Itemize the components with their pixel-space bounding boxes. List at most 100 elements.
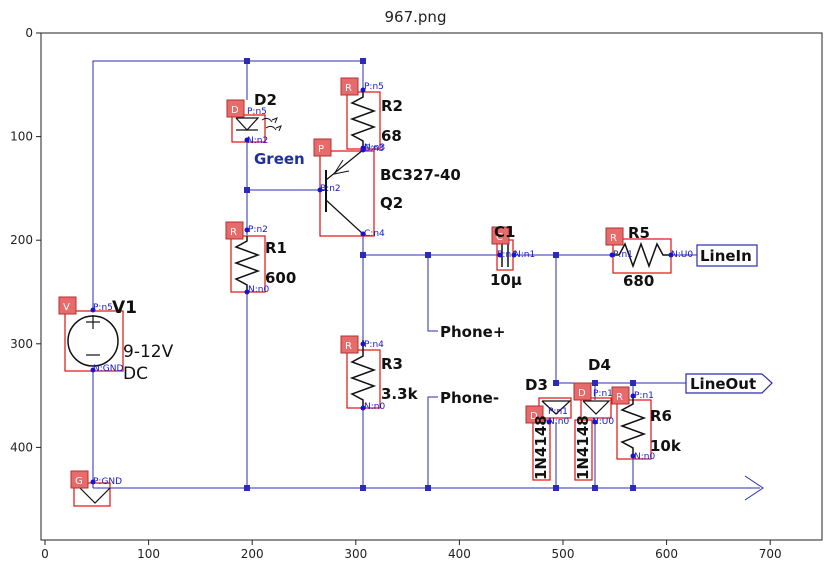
x-tick-label: 700 (759, 547, 782, 561)
r3-value: 3.3k (381, 385, 419, 403)
d2-value: Green (254, 150, 305, 168)
d4-badge: D (578, 388, 586, 399)
d4-pin-a: P:n1 (593, 389, 613, 399)
c1-name: C1 (494, 223, 515, 241)
y-tick-label: 100 (10, 130, 33, 144)
r6-pin-n: N:n0 (634, 452, 655, 462)
r5-name: R5 (628, 224, 650, 242)
v1-pin-p: P:n5 (93, 303, 113, 313)
r6-pin-p: P:n1 (634, 391, 654, 401)
d4-name: D4 (588, 356, 611, 374)
r3-pin-p: P:n4 (364, 340, 384, 350)
wire-phone-plus (427, 255, 438, 332)
r3-pin-n: N:n0 (364, 402, 385, 412)
c1-value: 10µ (490, 271, 522, 289)
r1-pin-p: P:n2 (248, 225, 268, 235)
junctions (244, 58, 636, 491)
r2-pin-p: P:n5 (364, 82, 384, 92)
d4-pin-b: N:U0 (592, 417, 614, 427)
r3-name: R3 (381, 355, 403, 373)
r6-value: 10k (650, 437, 682, 455)
component-c1: C C1 P:n4 N:n1 10µ (490, 223, 535, 289)
port-linein-label: LineIn (700, 247, 752, 265)
r3-badge: R (345, 341, 352, 352)
r1-value: 600 (265, 269, 296, 287)
d2-pin-p: P:n5 (247, 107, 267, 117)
q2-pin-b: B:n2 (320, 184, 341, 194)
component-d2: D D2 P:n5 N:n2 Green (226, 91, 305, 168)
component-q2: P B:n2 E:n3 C:n4 BC327-40 Q2 (313, 138, 461, 239)
c1-badge: C (496, 232, 503, 243)
ground-pin: P:GND (93, 477, 122, 487)
component-v1: V V1 P:n5 N:GND 9-12V DC (58, 296, 174, 384)
d3-value: 1N4148 (532, 415, 550, 480)
r2-name: R2 (381, 97, 403, 115)
y-tick-label: 400 (10, 440, 33, 454)
c1-pin-p: P:n4 (497, 250, 517, 260)
port-linein: LineIn (696, 244, 758, 267)
r1-pin-n: N:n0 (248, 285, 269, 295)
r2-badge: R (345, 83, 352, 94)
v1-name: V1 (112, 298, 137, 318)
r6-name: R6 (650, 407, 672, 425)
wire-phone-minus (427, 396, 438, 488)
wire-ground-arrow (744, 475, 764, 501)
x-tick-label: 0 (41, 547, 49, 561)
r5-pin-n: N:U0 (671, 250, 693, 260)
component-r2: R R2 P:n5 N:n3 68 (340, 77, 403, 153)
plot-frame (40, 32, 823, 541)
d2-pin-n: N:n2 (247, 136, 268, 146)
q2-name: Q2 (380, 194, 403, 212)
v1-badge: V (63, 302, 70, 313)
component-d4: D D4 P:n1 N:U0 1N4148 (573, 356, 614, 481)
wire-top-rail (92, 60, 364, 310)
phone-minus-label: Phone- (440, 389, 499, 407)
port-lineout: LineOut (685, 373, 773, 394)
r5-badge: R (610, 233, 617, 244)
component-r6: R R6 P:n1 N:n0 10k (611, 386, 682, 462)
r6-badge: R (616, 392, 623, 403)
y-axis: 0 100 200 300 400 (10, 26, 41, 454)
v1-value-2: DC (123, 364, 148, 384)
q2-badge: P (318, 144, 324, 155)
component-r3: R R3 P:n4 N:n0 3.3k (340, 335, 419, 412)
x-tick-label: 400 (448, 547, 471, 561)
q2-pin-e: E:n3 (364, 144, 384, 154)
component-r5: R R5 P:n1 N:U0 680 (605, 224, 693, 290)
x-tick-label: 600 (655, 547, 678, 561)
r1-badge: R (230, 227, 237, 238)
r1-name: R1 (265, 239, 287, 257)
d2-name: D2 (254, 91, 277, 109)
d3-pin-b: N:n0 (548, 417, 569, 427)
port-lineout-label: LineOut (690, 375, 756, 393)
x-axis: 0 100 200 300 400 500 600 700 (41, 540, 782, 561)
phone-plus-label: Phone+ (440, 323, 505, 341)
r5-value: 680 (623, 272, 654, 290)
r2-pin-n: N:n3 (364, 143, 385, 153)
v1-value-1: 9-12V (123, 342, 174, 362)
y-tick-label: 300 (10, 337, 33, 351)
ground-badge: G (75, 476, 83, 487)
q2-pin-c: C:n4 (364, 229, 385, 239)
c1-pin-n: N:n1 (514, 250, 535, 260)
figure-title: 967.png (384, 8, 447, 26)
q2-value: BC327-40 (380, 166, 461, 184)
r2-value: 68 (381, 127, 402, 145)
component-d3: D D3 P:n1 N:n0 1N4148 (525, 376, 572, 481)
x-tick-label: 500 (552, 547, 575, 561)
y-tick-label: 200 (10, 233, 33, 247)
x-tick-label: 100 (137, 547, 160, 561)
component-ground: G P:GND (70, 470, 122, 507)
x-tick-label: 200 (241, 547, 264, 561)
y-tick-label: 0 (25, 26, 33, 40)
component-r1: R R1 P:n2 N:n0 600 (225, 221, 296, 295)
d4-value: 1N4148 (574, 415, 592, 480)
r5-pin-p: P:n1 (613, 250, 633, 260)
d3-name: D3 (525, 376, 548, 394)
v1-pin-n: N:GND (93, 364, 123, 374)
d2-badge: D (231, 105, 239, 116)
d3-pin-a: P:n1 (548, 407, 568, 417)
d3-badge: D (530, 411, 538, 422)
x-tick-label: 300 (344, 547, 367, 561)
